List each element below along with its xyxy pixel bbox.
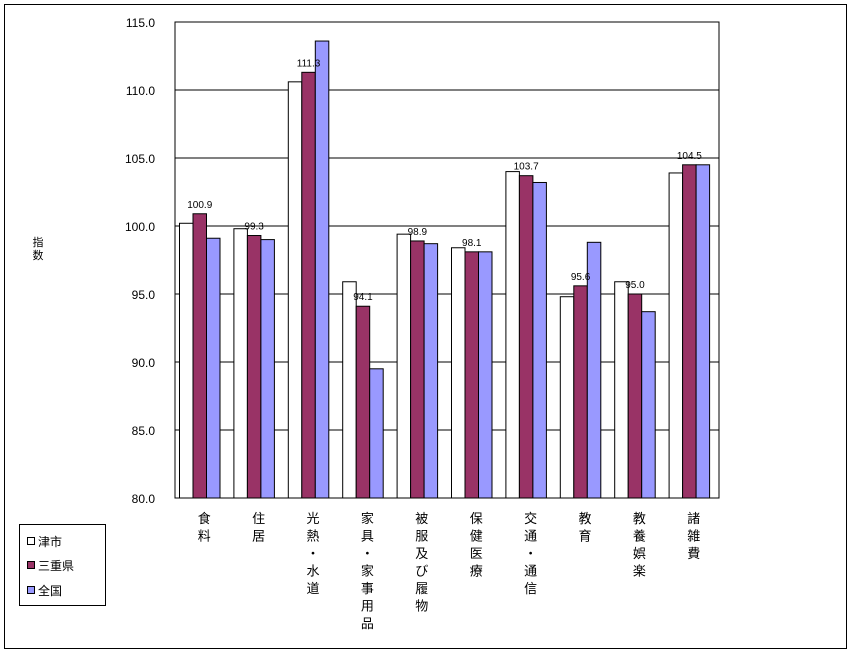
x-tick-label: 教養娯楽 [633, 511, 646, 580]
bar [478, 251, 493, 499]
plot-area [174, 21, 720, 499]
bar [641, 311, 656, 499]
y-tick-label: 115.0 [126, 16, 155, 30]
data-label: 98.9 [408, 227, 428, 238]
data-label: 94.1 [353, 292, 373, 303]
bar [586, 241, 602, 499]
legend-swatch-tsu [27, 537, 35, 545]
bar [573, 285, 588, 499]
x-tick-label: 食料 [198, 511, 211, 545]
y-tick-label: 80.0 [132, 492, 156, 506]
bar [451, 247, 466, 499]
x-tick-label: 保健医療 [470, 512, 483, 580]
y-tick-label: 85.0 [132, 424, 156, 438]
x-tick-label: 交通・通信 [524, 511, 537, 597]
legend-item-zenkoku: 全国 [27, 582, 62, 598]
legend-label-tsu: 津市 [38, 534, 63, 549]
bar [233, 228, 248, 499]
y-tick-label: 95.0 [132, 288, 156, 302]
x-tick-label: 家具・家事用品 [361, 511, 374, 632]
legend-label-mie: 三重県 [38, 558, 75, 573]
y-tick-label: 105.0 [125, 152, 155, 166]
bar [532, 181, 547, 499]
bar [695, 164, 711, 499]
legend-item-mie: 三重県 [27, 557, 74, 573]
bar [559, 296, 575, 499]
data-label: 95.0 [625, 280, 645, 291]
bar [260, 239, 275, 499]
bar [668, 172, 684, 499]
bar [682, 164, 697, 499]
legend-swatch-mie [27, 561, 35, 569]
bar [410, 240, 425, 499]
bar [192, 213, 207, 499]
data-label: 104.5 [677, 151, 702, 162]
y-tick-label: 90.0 [132, 356, 156, 370]
bar [246, 235, 262, 499]
x-tick-label: 光熱・水道 [306, 512, 319, 597]
data-label: 103.7 [514, 162, 539, 173]
y-tick-label: 100.0 [125, 220, 155, 234]
bar [423, 243, 439, 499]
bar [614, 281, 629, 499]
bar [342, 281, 357, 499]
bar [206, 237, 221, 499]
bar [287, 81, 303, 499]
data-label: 111.3 [297, 58, 321, 69]
legend: 津市 三重県 全国 [19, 524, 106, 606]
bar [518, 175, 534, 499]
bar [301, 71, 316, 499]
y-axis-label: 指数 [32, 236, 44, 262]
data-label: 99.3 [244, 222, 264, 233]
x-tick-label: 教育 [578, 511, 591, 545]
legend-item-tsu: 津市 [27, 533, 62, 549]
x-tick-label: 住居 [252, 512, 265, 545]
bar [396, 233, 412, 499]
bar [464, 251, 479, 499]
bar [369, 368, 384, 499]
legend-swatch-zenkoku [27, 586, 35, 594]
x-tick-label: 被服及び履物 [415, 512, 428, 615]
bar [505, 171, 520, 499]
legend-label-zenkoku: 全国 [38, 583, 63, 598]
y-tick-label: 110.0 [126, 84, 155, 98]
data-label: 98.1 [462, 238, 482, 249]
bar [355, 305, 371, 499]
data-label: 100.9 [187, 200, 212, 211]
data-label: 95.6 [571, 272, 591, 283]
x-tick-label: 諸雑費 [687, 511, 700, 562]
bar [179, 222, 194, 499]
bar [314, 40, 330, 499]
bar [627, 293, 643, 499]
